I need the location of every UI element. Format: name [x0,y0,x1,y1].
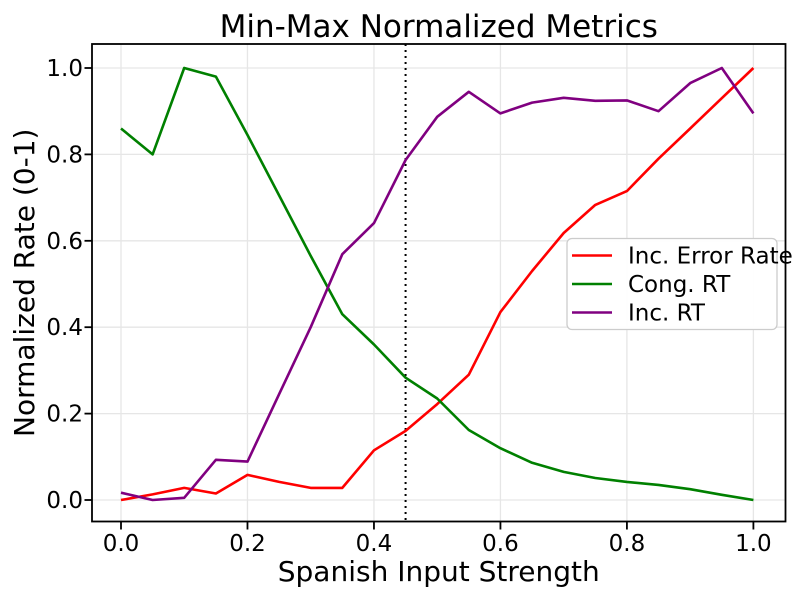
chart-title: Min-Max Normalized Metrics [220,9,658,45]
y-tick-label: 0.4 [46,315,83,341]
y-tick-label: 0.8 [46,142,83,168]
legend-label-inc-rt: Inc. RT [628,301,706,327]
legend-box [566,237,778,331]
y-tick-label: 1.0 [46,56,83,82]
x-axis-label: Spanish Input Strength [278,555,600,588]
plot-border [91,43,787,523]
y-tick-label: 0.2 [46,402,83,428]
y-tick-label: 0.0 [46,488,83,514]
x-tick-label: 0.2 [229,531,266,557]
x-tick-label: 0.0 [103,531,140,557]
legend: Inc. Error Rate Cong. RT Inc. RT [566,237,793,331]
series-layer [120,66,755,502]
y-axis-label: Normalized Rate (0-1) [8,129,41,437]
series-line-inc-rt [120,66,755,502]
series-line-inc-error-rate [120,67,755,502]
y-tick-label: 0.6 [46,229,83,255]
tick-marks [84,67,755,530]
x-tick-label: 0.4 [356,531,393,557]
series-line-cong-rt [120,66,754,502]
x-tick-label: 1.0 [735,531,772,557]
x-tick-label: 0.8 [609,531,646,557]
legend-label-inc-error-rate: Inc. Error Rate [628,244,793,270]
tick-labels: 0.0 0.2 0.4 0.6 0.8 1.0 0.0 0.2 0.4 0.6 0.8 1.0 [46,56,771,557]
legend-label-cong-rt: Cong. RT [628,272,731,298]
x-tick-label: 0.6 [482,531,519,557]
